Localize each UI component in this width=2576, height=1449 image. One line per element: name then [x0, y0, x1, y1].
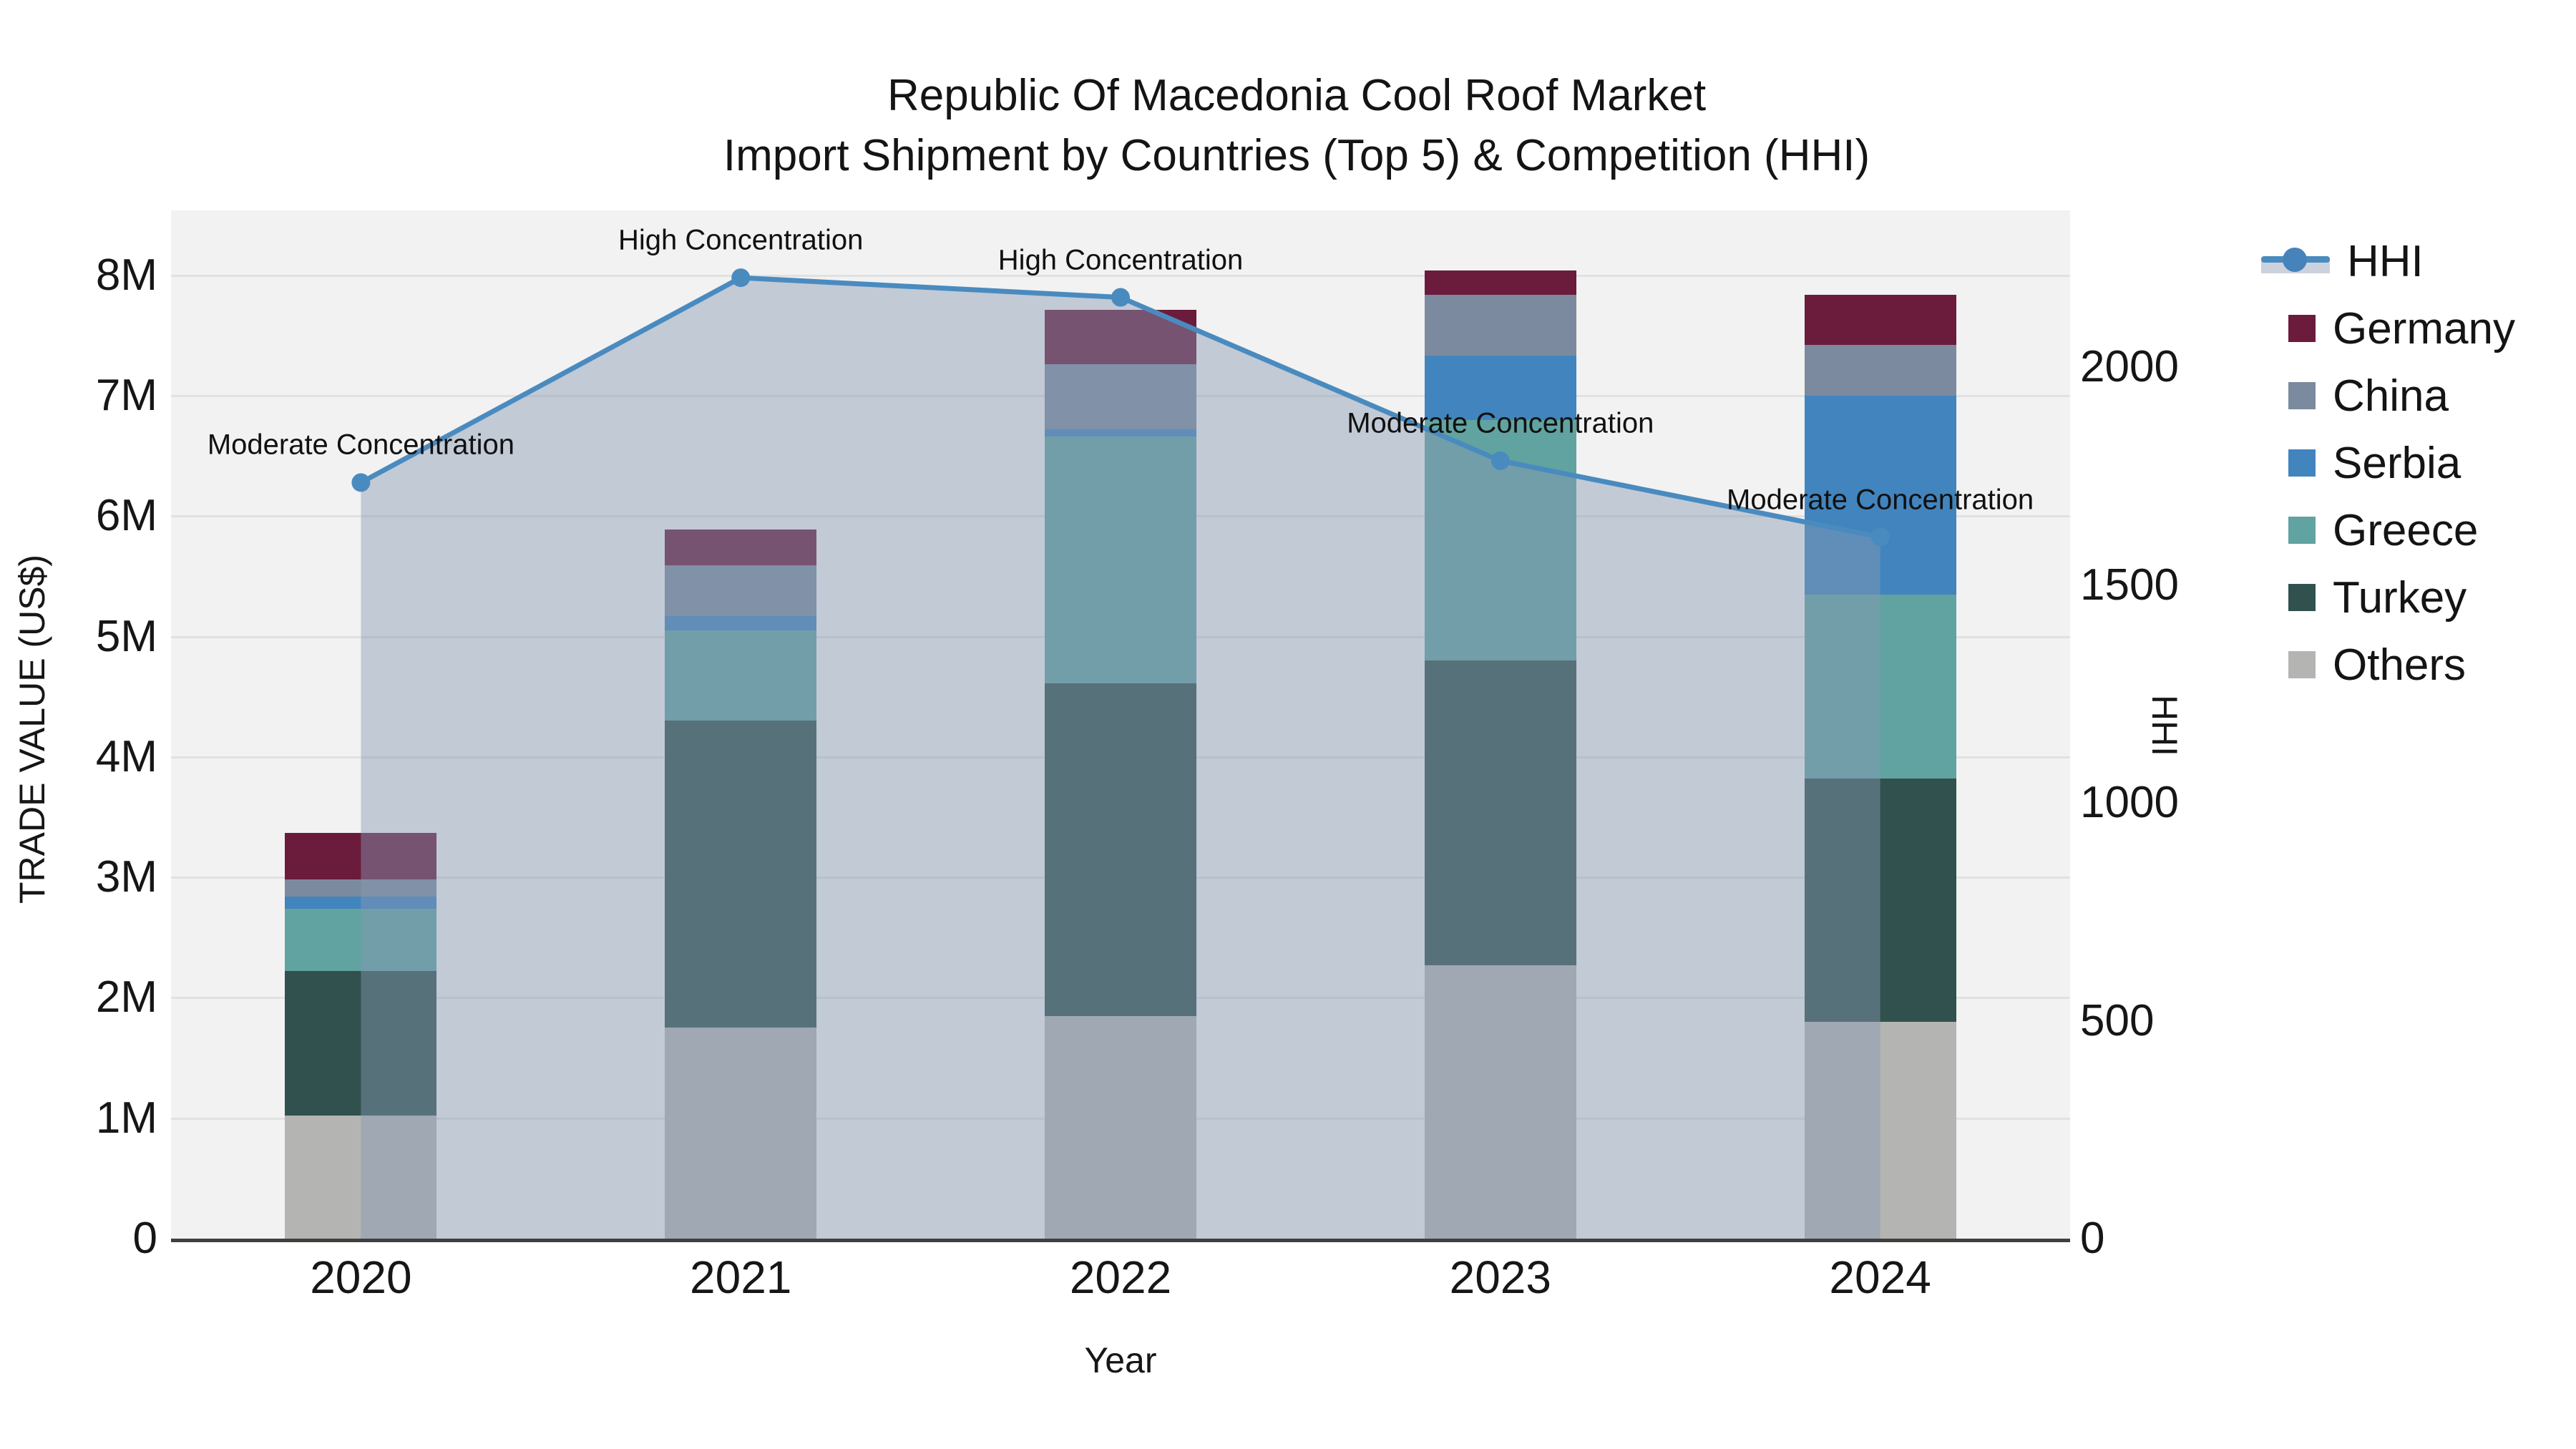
y-right-tick-1500: 1500 [2080, 560, 2179, 610]
x-tick-2021: 2021 [690, 1252, 792, 1303]
y-left-tick-0: 0 [132, 1214, 157, 1263]
china-swatch-icon [2288, 382, 2316, 409]
legend-label: China [2333, 371, 2449, 421]
annotation-2020: Moderate Concentration [207, 429, 514, 461]
x-tick-2020: 2020 [310, 1252, 412, 1303]
bar-segment-others-2021[interactable] [665, 1028, 817, 1239]
legend-item-others[interactable]: Others [2247, 631, 2466, 698]
bar-segment-serbia-2023[interactable] [1424, 356, 1576, 420]
hhi-line-swatch-icon [2261, 245, 2330, 278]
bar-segment-others-2024[interactable] [1804, 1022, 1956, 1239]
bar-segment-turkey-2022[interactable] [1045, 683, 1196, 1016]
y-left-tick-2M: 2M [95, 972, 157, 1023]
y-right-axis-title: HHI [2145, 694, 2185, 757]
bar-segment-turkey-2023[interactable] [1424, 660, 1576, 965]
bar-segment-serbia-2021[interactable] [665, 615, 817, 631]
legend-item-china[interactable]: China [2247, 362, 2449, 429]
legend-label: HHI [2347, 236, 2424, 286]
gridline-8M [171, 274, 2070, 277]
bar-segment-china-2022[interactable] [1045, 364, 1196, 430]
serbia-swatch-icon [2288, 449, 2316, 477]
bar-segment-greece-2022[interactable] [1045, 436, 1196, 684]
hhi-marker-2021[interactable] [731, 268, 751, 288]
hhi-marker-2020[interactable] [351, 473, 371, 492]
x-axis-title: Year [1084, 1340, 1157, 1380]
y-left-tick-3M: 3M [95, 852, 157, 902]
y-left-tick-7M: 7M [95, 370, 157, 420]
germany-swatch-icon [2288, 315, 2316, 342]
bar-segment-china-2023[interactable] [1424, 294, 1576, 356]
turkey-swatch-icon [2288, 584, 2316, 611]
legend-label: Others [2333, 640, 2467, 690]
bar-segment-others-2020[interactable] [285, 1116, 437, 1239]
annotation-2024: Moderate Concentration [1727, 484, 2034, 515]
y-right-tick-500: 500 [2080, 995, 2155, 1045]
legend-label: Serbia [2333, 438, 2462, 488]
legend-item-greece[interactable]: Greece [2247, 497, 2478, 564]
y-left-tick-4M: 4M [95, 731, 157, 781]
x-axis-line [171, 1239, 2070, 1242]
chart-title-line1: Republic Of Macedonia Cool Roof Market [887, 71, 1707, 120]
legend-item-hhi[interactable]: HHI [2247, 228, 2424, 295]
bar-segment-serbia-2022[interactable] [1045, 429, 1196, 437]
bar-segment-serbia-2020[interactable] [285, 897, 437, 909]
bar-segment-turkey-2024[interactable] [1804, 779, 1956, 1023]
x-tick-2022: 2022 [1069, 1252, 1172, 1303]
bar-segment-germany-2023[interactable] [1424, 270, 1576, 295]
y-right-tick-0: 0 [2080, 1214, 2105, 1263]
bar-segment-others-2022[interactable] [1045, 1015, 1196, 1239]
legend-item-serbia[interactable]: Serbia [2247, 429, 2461, 497]
hhi-area-fill [361, 278, 1880, 1239]
legend-item-turkey[interactable]: Turkey [2247, 564, 2467, 631]
bar-segment-others-2023[interactable] [1424, 965, 1576, 1239]
legend-label: Turkey [2333, 572, 2467, 623]
legend-label: Greece [2333, 505, 2479, 555]
bar-segment-greece-2020[interactable] [285, 908, 437, 972]
y-right-tick-1000: 1000 [2080, 778, 2179, 827]
legend-item-germany[interactable]: Germany [2247, 295, 2515, 362]
hhi-marker-2023[interactable] [1491, 451, 1510, 470]
annotation-2023: Moderate Concentration [1347, 407, 1654, 439]
annotation-2022: High Concentration [997, 244, 1244, 276]
bar-segment-serbia-2024[interactable] [1804, 395, 1956, 595]
chart-title-line2: Import Shipment by Countries (Top 5) & C… [723, 131, 1870, 180]
annotation-2021: High Concentration [618, 224, 864, 256]
hhi-marker-2022[interactable] [1111, 288, 1130, 307]
y-left-tick-6M: 6M [95, 491, 157, 541]
bar-segment-china-2024[interactable] [1804, 345, 1956, 396]
greece-swatch-icon [2288, 517, 2316, 544]
bar-segment-china-2021[interactable] [665, 565, 817, 616]
y-right-tick-2000: 2000 [2080, 342, 2179, 391]
bar-segment-turkey-2021[interactable] [665, 721, 817, 1028]
y-left-tick-1M: 1M [95, 1093, 157, 1143]
bar-segment-turkey-2020[interactable] [285, 971, 437, 1116]
y-left-tick-8M: 8M [95, 250, 157, 300]
hhi-marker-2024[interactable] [1870, 527, 1890, 547]
y-left-tick-5M: 5M [95, 611, 157, 661]
bar-segment-china-2020[interactable] [285, 879, 437, 897]
bar-segment-germany-2024[interactable] [1804, 294, 1956, 346]
y-left-axis-title: TRADE VALUE (US$) [12, 554, 52, 904]
others-swatch-icon [2288, 651, 2316, 678]
bar-segment-germany-2021[interactable] [665, 529, 817, 566]
bar-segment-greece-2021[interactable] [665, 630, 817, 721]
x-tick-2024: 2024 [1829, 1252, 1931, 1303]
legend-label: Germany [2333, 303, 2515, 353]
bar-segment-greece-2024[interactable] [1804, 594, 1956, 779]
bar-segment-germany-2020[interactable] [285, 832, 437, 880]
hhi-line-chart [351, 268, 1890, 1239]
x-tick-2023: 2023 [1449, 1252, 1551, 1303]
